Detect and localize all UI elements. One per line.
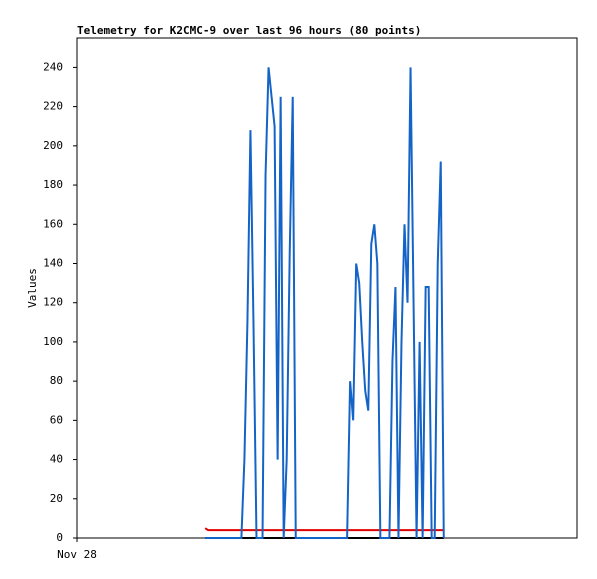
plot-frame [76,37,578,539]
y-tick-label: 120 [43,296,63,309]
y-tick-label: 200 [43,139,63,152]
series-line [205,67,445,539]
y-axis-label: Values [26,268,39,308]
y-tick-label: 240 [43,60,63,73]
chart-title: Telemetry for K2CMC-9 over last 96 hours… [77,24,421,37]
y-tick-label: 180 [43,178,63,191]
y-tick-label: 20 [50,492,63,505]
y-tick-label: 220 [43,100,63,113]
y-tick-label: 60 [50,413,63,426]
x-tick-label: Nov 28 [57,548,97,561]
y-tick-label: 160 [43,217,63,230]
y-tick-label: 40 [50,453,63,466]
y-tick-label: 100 [43,335,63,348]
series-line [204,527,444,532]
y-tick-label: 80 [50,374,63,387]
y-tick-label: 140 [43,256,63,269]
y-tick-label: 0 [56,531,63,544]
